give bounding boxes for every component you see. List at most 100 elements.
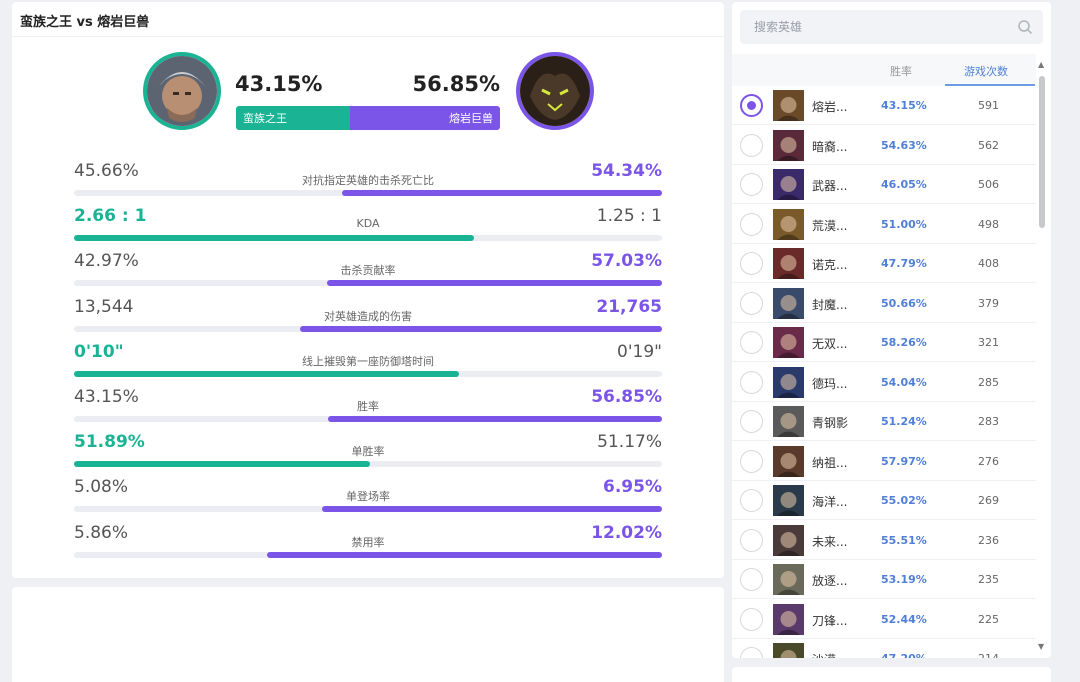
hero-list-item[interactable]: 刀锋... 52.44% 225 — [732, 600, 1036, 639]
hero-games-count: 285 — [978, 375, 999, 389]
hero-win-rate: 54.63% — [881, 138, 927, 152]
hero-win-rate: 51.00% — [881, 217, 927, 231]
stat-bar-fill — [266, 551, 662, 558]
hero-list-item[interactable]: 熔岩... 43.15% 591 — [732, 86, 1036, 125]
hero-games-count: 214 — [978, 652, 999, 658]
stat-bar-track — [74, 461, 662, 468]
hero-name: 沙漠... — [812, 651, 847, 658]
search-icon[interactable] — [1017, 19, 1033, 35]
hero-win-rate: 47.20% — [881, 652, 927, 658]
stat-bar-track — [74, 325, 662, 332]
hero-list-item[interactable]: 青钢影 51.24% 283 — [732, 402, 1036, 441]
hero-list-item[interactable]: 纳祖... 57.97% 276 — [732, 442, 1036, 481]
right-hero-avatar — [516, 52, 594, 130]
scroll-up-icon[interactable]: ▲ — [1038, 60, 1045, 69]
hero-name: 熔岩... — [812, 100, 848, 114]
divider — [12, 36, 724, 37]
scrollbar[interactable]: ▲ ▼ — [1037, 58, 1047, 652]
stat-bar-fill — [342, 190, 662, 196]
hero-select-radio[interactable] — [740, 331, 763, 354]
hero-list-item[interactable]: 海洋... 55.02% 269 — [732, 481, 1036, 520]
hero-select-radio[interactable] — [740, 212, 763, 236]
stat-left-value: 5.08% — [74, 477, 129, 498]
search-input[interactable] — [740, 10, 1043, 44]
stat-label: 单胜率 — [351, 445, 385, 459]
irelia-icon — [773, 603, 804, 635]
jax-icon — [773, 169, 804, 200]
hero-name: 诺克... — [812, 258, 848, 272]
stat-left-value: 5.86% — [74, 522, 129, 543]
stat-bar-track — [74, 190, 662, 196]
hero-select-radio[interactable] — [740, 410, 763, 433]
hero-select-radio[interactable] — [740, 607, 763, 631]
right-hero-name: 熔岩巨兽 — [349, 106, 500, 130]
stat-bar-fill — [327, 416, 662, 422]
hero-select-radio[interactable] — [740, 449, 763, 473]
hero-list-item[interactable]: 武器... 46.05% 506 — [732, 165, 1036, 204]
stat-row: 5.08% 单登场率 6.95% — [74, 476, 662, 520]
hero-select-radio[interactable] — [740, 370, 763, 394]
hero-select-radio[interactable] — [740, 568, 763, 591]
stat-row: 13,544 对英雄造成的伤害 21,765 — [74, 296, 662, 340]
hero-list-item[interactable]: 荒漠... 51.00% 498 — [732, 205, 1036, 244]
hero-games-count: 235 — [978, 573, 999, 586]
hero-list-item[interactable]: 未来... 55.51% 236 — [732, 521, 1036, 560]
hero-list-item[interactable]: 诺克... 47.79% 408 — [732, 244, 1036, 283]
hero-games-count: 379 — [978, 296, 999, 310]
stat-bar-fill — [299, 325, 662, 332]
renekton-icon — [773, 208, 804, 240]
hero-games-count: 269 — [978, 494, 999, 507]
stat-label: 胜率 — [357, 400, 379, 413]
hero-win-rate: 53.19% — [881, 573, 927, 586]
stat-bar-track — [74, 235, 662, 242]
stat-label: 击杀贡献率 — [340, 264, 396, 278]
hero-win-rate: 54.04% — [881, 375, 927, 389]
scroll-down-icon[interactable]: ▼ — [1038, 642, 1045, 651]
hero-name: 封魔... — [812, 297, 848, 312]
left-hero-avatar — [143, 52, 221, 130]
hero-select-radio[interactable] — [740, 291, 763, 315]
stat-bar-fill — [74, 235, 474, 242]
sort-by-win-rate[interactable]: 胜率 — [890, 65, 912, 78]
hero-list-item[interactable]: 封魔... 50.66% 379 — [732, 284, 1036, 323]
stat-right-value: 56.85% — [591, 387, 662, 407]
hero-select-radio[interactable] — [740, 647, 763, 658]
hero-list-item[interactable]: 无双... 58.26% 321 — [732, 323, 1036, 362]
hero-select-radio[interactable] — [740, 489, 763, 512]
hero-name: 荒漠... — [812, 218, 848, 233]
hero-list-item[interactable]: 沙漠... 47.20% 214 — [732, 639, 1036, 658]
hero-games-count: 283 — [978, 415, 999, 428]
stat-bar-fill — [326, 280, 662, 287]
jayce-icon — [773, 524, 804, 556]
stat-bar-track — [74, 506, 662, 513]
hero-select-radio[interactable] — [740, 528, 763, 552]
hero-list-item[interactable]: 放逐... 53.19% 235 — [732, 560, 1036, 599]
scrollbar-thumb[interactable] — [1039, 76, 1045, 228]
stat-right-value: 51.17% — [597, 432, 662, 453]
stat-right-value: 54.34% — [591, 161, 662, 181]
stat-left-value: 42.97% — [74, 251, 139, 272]
stat-row: 42.97% 击杀贡献率 57.03% — [74, 250, 662, 294]
hero-name: 未来... — [812, 534, 848, 549]
hero-select-radio[interactable] — [740, 252, 763, 275]
hero-name: 海洋... — [812, 495, 848, 509]
hero-select-radio[interactable] — [740, 133, 763, 157]
hero-list-item[interactable]: 德玛... 54.04% 285 — [732, 363, 1036, 402]
stat-left-value: 45.66% — [74, 161, 139, 181]
hero-list-item[interactable]: 暗裔... 54.63% 562 — [732, 126, 1036, 165]
sort-by-games[interactable]: 游戏次数 — [964, 65, 1008, 78]
stat-bar-fill — [322, 506, 662, 513]
stat-label: 对抗指定英雄的击杀死亡比 — [302, 174, 434, 187]
hero-select-radio[interactable] — [740, 173, 763, 196]
hero-games-count: 276 — [978, 454, 999, 468]
hero-name: 无双... — [812, 337, 848, 351]
stat-left-value: 0'10" — [74, 341, 124, 362]
hero-games-count: 506 — [978, 178, 999, 191]
stat-left-value: 43.15% — [74, 387, 139, 407]
hero-games-count: 498 — [978, 217, 999, 231]
malphite-icon — [773, 90, 804, 121]
stat-bar-fill — [74, 370, 460, 377]
left-hero-win-rate: 43.15% — [235, 72, 323, 96]
hero-select-radio[interactable] — [740, 94, 763, 117]
stat-row: 0'10" 线上摧毁第一座防御塔时间 0'19" — [74, 341, 662, 385]
